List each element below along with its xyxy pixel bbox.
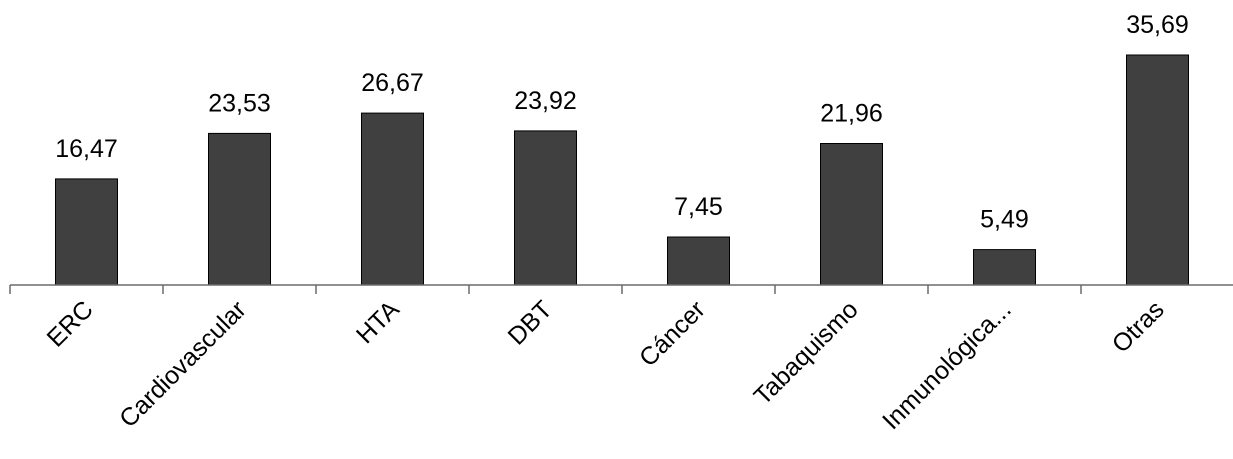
x-axis <box>9 284 1233 294</box>
bar-dbt <box>514 130 577 286</box>
bar-hta <box>361 112 424 286</box>
bar-otras <box>1126 54 1189 286</box>
category-label: DBT <box>503 295 558 350</box>
category-label: ERC <box>42 295 99 352</box>
bar-cardiovascular <box>208 132 271 286</box>
category-label: Otras <box>1107 295 1170 358</box>
category-label: Inmunológica... <box>877 295 1017 435</box>
category-label: HTA <box>351 295 405 349</box>
data-label: 16,47 <box>55 135 118 163</box>
category-labels-group: ERC Cardiovascular HTA DBT Cáncer Tabaquismo I… <box>42 295 1170 435</box>
data-label: 5,49 <box>980 206 1029 234</box>
bar-c-ncer <box>667 236 730 286</box>
data-label: 21,96 <box>820 100 883 128</box>
category-label: Cardiovascular <box>114 295 252 433</box>
data-label: 23,53 <box>208 89 271 117</box>
bar-inmunol-gica <box>973 249 1036 286</box>
category-label: Cáncer <box>634 295 711 372</box>
data-label: 35,69 <box>1126 11 1189 39</box>
bar-erc <box>55 178 118 286</box>
value-labels-group: 16,47 23,53 26,67 23,92 7,45 21,96 5,49 35,69 <box>55 11 1189 234</box>
category-label: Tabaquismo <box>749 295 864 410</box>
bar-tabaquismo <box>820 143 883 286</box>
data-label: 7,45 <box>674 193 723 221</box>
bars-group <box>55 54 1189 286</box>
data-label: 26,67 <box>361 69 424 97</box>
data-label: 23,92 <box>514 87 577 115</box>
